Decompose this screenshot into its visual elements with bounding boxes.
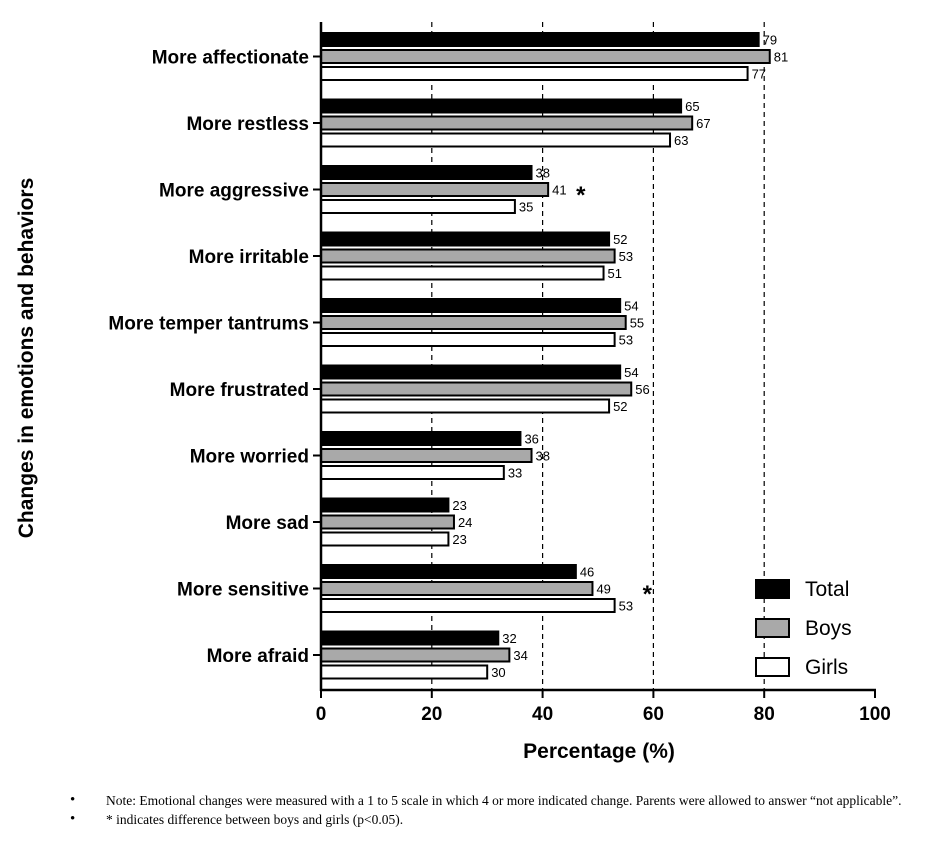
y-axis-title: Changes in emotions and behaviors: [15, 178, 38, 539]
bar-girls: [320, 265, 605, 281]
x-tick-label: 0: [316, 704, 327, 725]
bar-value-label: 52: [613, 232, 627, 247]
bar-boys: [320, 182, 550, 197]
bar-girls: [320, 664, 489, 680]
bar-boys: [320, 514, 455, 530]
category-label: More temper tantrums: [108, 314, 309, 335]
category-label: More irritable: [189, 247, 309, 268]
bar-total: [320, 431, 522, 446]
bar-value-label: 54: [624, 365, 638, 380]
bar-value-label: 53: [619, 599, 633, 614]
bar-value-label: 38: [536, 166, 550, 181]
significance-asterisk: *: [643, 581, 653, 608]
x-tick-label: 80: [754, 704, 775, 725]
bar-girls: [320, 332, 616, 347]
footnotes: • Note: Emotional changes were measured w…: [60, 792, 910, 830]
bar-boys: [320, 49, 771, 64]
bar-value-label: 52: [613, 399, 627, 414]
x-tick-label: 60: [643, 704, 664, 725]
category-label: More worried: [190, 447, 309, 468]
bar-girls: [320, 465, 505, 480]
category-label: More frustrated: [170, 380, 309, 401]
bar-boys: [320, 448, 533, 463]
footnote-text: * indicates difference between boys and …: [106, 812, 404, 827]
category-label: More aggressive: [159, 181, 309, 202]
x-tick-label: 20: [421, 704, 442, 725]
bar-total: [320, 165, 533, 180]
bar-girls: [320, 398, 611, 414]
x-tick-label: 100: [859, 704, 891, 725]
bar-value-label: 46: [580, 565, 594, 580]
x-axis-title: Percentage (%): [523, 740, 675, 763]
bar-value-label: 32: [502, 631, 516, 646]
bar-total: [320, 32, 760, 47]
x-tick-label: 40: [532, 704, 553, 725]
bar-girls: [320, 199, 516, 214]
legend-swatch: [755, 579, 790, 599]
bar-chart: 79 81 77 More affectionate 65 67 63 More restle…: [15, 22, 891, 763]
bar-value-label: 77: [752, 67, 766, 82]
bar-total: [320, 298, 622, 313]
category-label: More restless: [186, 114, 309, 135]
bar-value-label: 23: [452, 532, 466, 547]
bar-value-label: 53: [619, 333, 633, 348]
bar-value-label: 56: [635, 382, 649, 397]
bar-value-label: 67: [696, 116, 710, 131]
bar-girls: [320, 66, 749, 81]
bar-value-label: 63: [674, 133, 688, 148]
bar-girls: [320, 531, 450, 547]
category-label: More affectionate: [152, 48, 309, 69]
category-label: More sensitive: [177, 580, 309, 601]
bar-total: [320, 564, 577, 579]
bar-girls: [320, 598, 616, 613]
bar-total: [320, 98, 683, 114]
bar-value-label: 33: [508, 466, 522, 481]
bar-girls: [320, 132, 672, 148]
bar-value-label: 53: [619, 249, 633, 264]
bar-boys: [320, 248, 616, 264]
legend-swatch: [755, 657, 790, 677]
bar-boys: [320, 647, 511, 663]
bar-total: [320, 231, 611, 247]
footnote-text: Note: Emotional changes were measured wi…: [106, 793, 902, 808]
category-label: More afraid: [207, 646, 309, 667]
bar-value-label: 51: [608, 266, 622, 281]
bar-total: [320, 630, 500, 646]
bar-value-label: 30: [491, 665, 505, 680]
bar-value-label: 38: [536, 449, 550, 464]
bar-value-label: 65: [685, 99, 699, 114]
bar-boys: [320, 381, 633, 397]
bar-value-label: 41: [552, 183, 566, 198]
legend-label: Girls: [805, 656, 848, 679]
bar-value-label: 24: [458, 515, 472, 530]
bar-boys: [320, 115, 694, 131]
bar-total: [320, 364, 622, 380]
footnote-item: • Note: Emotional changes were measured w…: [60, 792, 910, 809]
bar-value-label: 55: [630, 316, 644, 331]
bar-boys: [320, 581, 594, 596]
bar-value-label: 81: [774, 50, 788, 65]
bar-value-label: 49: [596, 582, 610, 597]
footnote-item: • * indicates difference between boys and…: [60, 811, 910, 828]
bar-value-label: 34: [513, 648, 527, 663]
bullet: •: [70, 792, 76, 808]
bar-value-label: 54: [624, 299, 638, 314]
bar-value-label: 23: [452, 498, 466, 513]
bullet: •: [70, 811, 76, 827]
significance-asterisk: *: [576, 182, 586, 209]
bar-total: [320, 497, 450, 513]
bar-value-label: 35: [519, 200, 533, 215]
category-label: More sad: [226, 513, 309, 534]
bar-value-label: 79: [763, 33, 777, 48]
bar-boys: [320, 315, 627, 330]
legend-label: Boys: [805, 617, 852, 640]
bar-value-label: 36: [524, 432, 538, 447]
legend-label: Total: [805, 578, 849, 601]
legend-swatch: [755, 618, 790, 638]
